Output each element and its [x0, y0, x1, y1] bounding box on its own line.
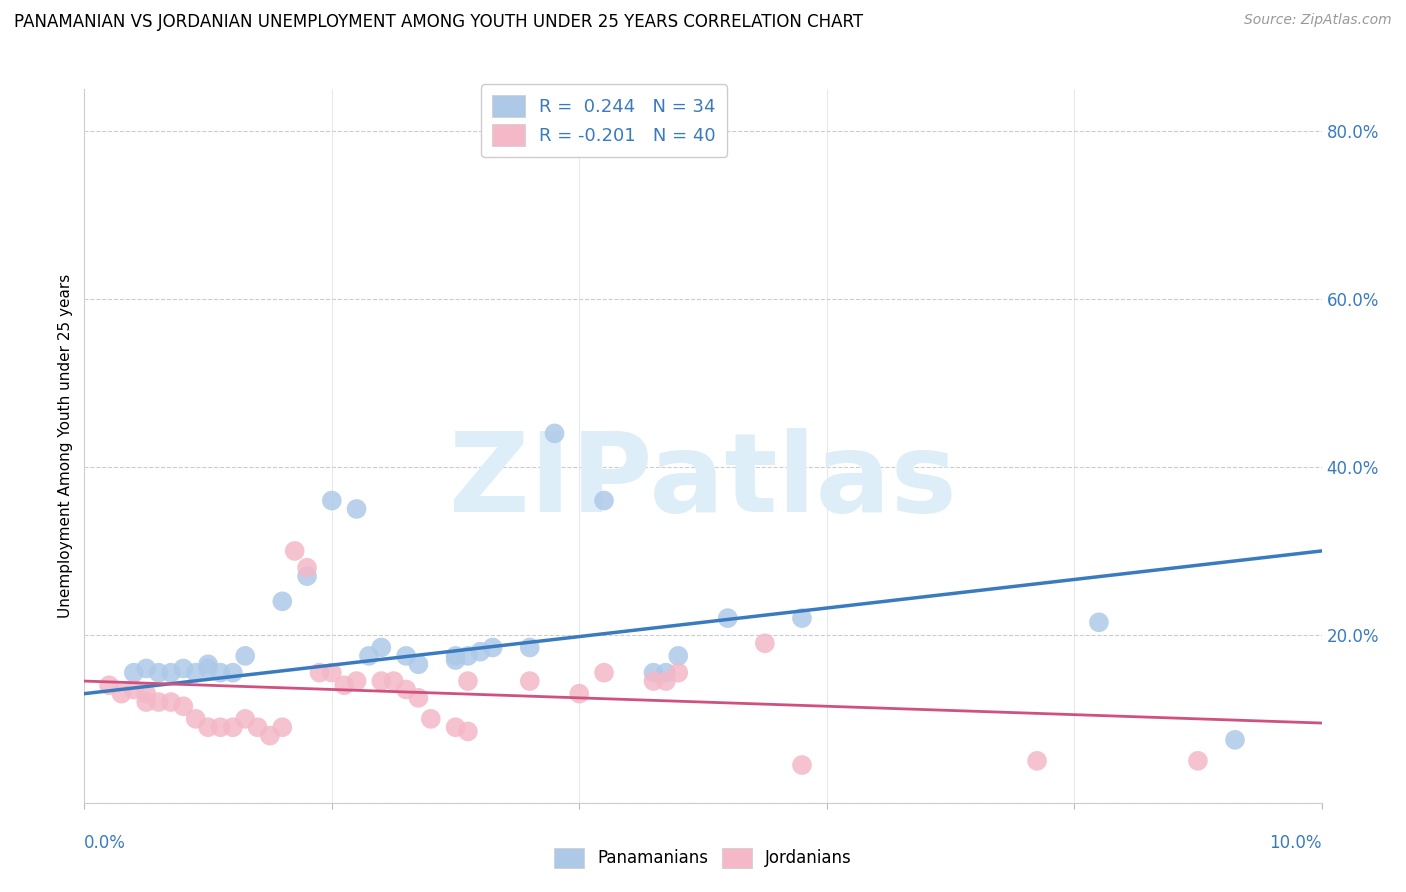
- Point: [457, 724, 479, 739]
- Point: [233, 648, 256, 663]
- Point: [295, 560, 318, 574]
- Point: [110, 687, 132, 701]
- Point: [1223, 732, 1246, 747]
- Point: [444, 648, 467, 663]
- Point: [259, 729, 281, 743]
- Point: [666, 648, 689, 663]
- Point: [519, 640, 541, 655]
- Point: [444, 720, 467, 734]
- Point: [321, 665, 343, 680]
- Point: [246, 720, 269, 734]
- Point: [655, 674, 678, 689]
- Point: [122, 665, 145, 680]
- Point: [197, 657, 219, 672]
- Text: 10.0%: 10.0%: [1270, 834, 1322, 852]
- Point: [295, 569, 318, 583]
- Text: 0.0%: 0.0%: [84, 834, 127, 852]
- Point: [346, 674, 368, 689]
- Text: ZIPatlas: ZIPatlas: [449, 428, 957, 535]
- Point: [790, 611, 813, 625]
- Point: [593, 493, 616, 508]
- Point: [568, 687, 591, 701]
- Point: [135, 661, 157, 675]
- Point: [98, 678, 121, 692]
- Point: [370, 674, 392, 689]
- Point: [408, 690, 430, 705]
- Point: [1026, 754, 1049, 768]
- Point: [271, 594, 294, 608]
- Legend: R =  0.244   N = 34, R = -0.201   N = 40: R = 0.244 N = 34, R = -0.201 N = 40: [481, 84, 727, 157]
- Text: PANAMANIAN VS JORDANIAN UNEMPLOYMENT AMONG YOUTH UNDER 25 YEARS CORRELATION CHAR: PANAMANIAN VS JORDANIAN UNEMPLOYMENT AMO…: [14, 13, 863, 31]
- Point: [481, 640, 503, 655]
- Point: [333, 678, 356, 692]
- Point: [160, 695, 183, 709]
- Point: [172, 699, 194, 714]
- Point: [395, 682, 418, 697]
- Point: [135, 695, 157, 709]
- Point: [643, 674, 665, 689]
- Point: [184, 665, 207, 680]
- Y-axis label: Unemployment Among Youth under 25 years: Unemployment Among Youth under 25 years: [58, 274, 73, 618]
- Point: [148, 695, 170, 709]
- Point: [135, 687, 157, 701]
- Point: [408, 657, 430, 672]
- Point: [754, 636, 776, 650]
- Point: [717, 611, 740, 625]
- Point: [593, 665, 616, 680]
- Point: [346, 502, 368, 516]
- Point: [209, 720, 232, 734]
- Point: [1088, 615, 1111, 630]
- Point: [519, 674, 541, 689]
- Point: [543, 426, 565, 441]
- Point: [233, 712, 256, 726]
- Point: [222, 665, 245, 680]
- Point: [222, 720, 245, 734]
- Legend: Panamanians, Jordanians: Panamanians, Jordanians: [547, 841, 859, 875]
- Point: [470, 645, 492, 659]
- Point: [643, 665, 665, 680]
- Point: [444, 653, 467, 667]
- Point: [395, 648, 418, 663]
- Point: [457, 648, 479, 663]
- Point: [666, 665, 689, 680]
- Point: [308, 665, 330, 680]
- Point: [284, 544, 307, 558]
- Point: [321, 493, 343, 508]
- Point: [655, 665, 678, 680]
- Point: [160, 665, 183, 680]
- Point: [122, 682, 145, 697]
- Point: [197, 720, 219, 734]
- Point: [172, 661, 194, 675]
- Point: [184, 712, 207, 726]
- Point: [271, 720, 294, 734]
- Point: [1187, 754, 1209, 768]
- Point: [382, 674, 405, 689]
- Point: [197, 661, 219, 675]
- Point: [357, 648, 380, 663]
- Point: [419, 712, 441, 726]
- Point: [370, 640, 392, 655]
- Point: [209, 665, 232, 680]
- Point: [148, 665, 170, 680]
- Point: [457, 674, 479, 689]
- Point: [790, 758, 813, 772]
- Text: Source: ZipAtlas.com: Source: ZipAtlas.com: [1244, 13, 1392, 28]
